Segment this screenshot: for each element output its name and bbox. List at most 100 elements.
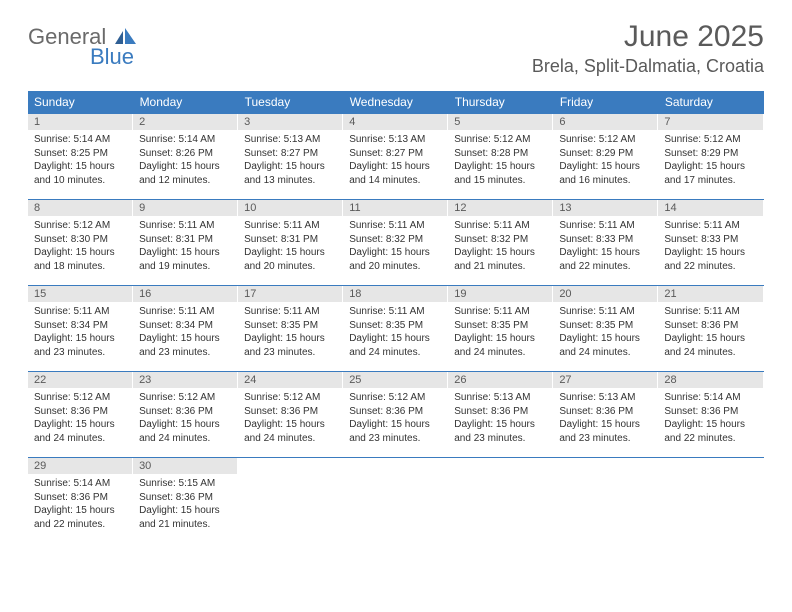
daylight-text-1: Daylight: 15 hours xyxy=(454,332,547,346)
day-details: Sunrise: 5:12 AMSunset: 8:29 PMDaylight:… xyxy=(658,130,763,189)
daylight-text-1: Daylight: 15 hours xyxy=(349,418,442,432)
daylight-text-2: and 23 minutes. xyxy=(34,346,127,360)
day-number: 27 xyxy=(553,372,658,388)
calendar-cell xyxy=(658,458,763,544)
sunset-text: Sunset: 8:35 PM xyxy=(454,319,547,333)
sunrise-text: Sunrise: 5:12 AM xyxy=(34,391,127,405)
day-details: Sunrise: 5:12 AMSunset: 8:36 PMDaylight:… xyxy=(238,388,343,447)
sunset-text: Sunset: 8:31 PM xyxy=(244,233,337,247)
sunrise-text: Sunrise: 5:11 AM xyxy=(34,305,127,319)
daylight-text-2: and 18 minutes. xyxy=(34,260,127,274)
sunrise-text: Sunrise: 5:11 AM xyxy=(139,305,232,319)
daylight-text-2: and 24 minutes. xyxy=(34,432,127,446)
calendar-cell xyxy=(343,458,448,544)
sunrise-text: Sunrise: 5:11 AM xyxy=(349,305,442,319)
day-details: Sunrise: 5:15 AMSunset: 8:36 PMDaylight:… xyxy=(133,474,238,533)
sunset-text: Sunset: 8:27 PM xyxy=(244,147,337,161)
sunset-text: Sunset: 8:35 PM xyxy=(559,319,652,333)
calendar-cell: 13Sunrise: 5:11 AMSunset: 8:33 PMDayligh… xyxy=(553,200,658,286)
sunset-text: Sunset: 8:36 PM xyxy=(34,405,127,419)
day-number: 12 xyxy=(448,200,553,216)
daylight-text-1: Daylight: 15 hours xyxy=(559,332,652,346)
daylight-text-2: and 12 minutes. xyxy=(139,174,232,188)
sunset-text: Sunset: 8:33 PM xyxy=(559,233,652,247)
calendar-cell: 2Sunrise: 5:14 AMSunset: 8:26 PMDaylight… xyxy=(133,114,238,200)
sunset-text: Sunset: 8:29 PM xyxy=(559,147,652,161)
daylight-text-2: and 20 minutes. xyxy=(349,260,442,274)
sunrise-text: Sunrise: 5:12 AM xyxy=(139,391,232,405)
daylight-text-1: Daylight: 15 hours xyxy=(139,332,232,346)
day-details: Sunrise: 5:13 AMSunset: 8:27 PMDaylight:… xyxy=(238,130,343,189)
daylight-text-2: and 24 minutes. xyxy=(559,346,652,360)
sunset-text: Sunset: 8:33 PM xyxy=(664,233,757,247)
day-details xyxy=(448,462,553,467)
sunrise-text: Sunrise: 5:11 AM xyxy=(454,305,547,319)
sunrise-text: Sunrise: 5:12 AM xyxy=(34,219,127,233)
sunset-text: Sunset: 8:35 PM xyxy=(349,319,442,333)
calendar-cell: 26Sunrise: 5:13 AMSunset: 8:36 PMDayligh… xyxy=(448,372,553,458)
calendar-cell: 28Sunrise: 5:14 AMSunset: 8:36 PMDayligh… xyxy=(658,372,763,458)
calendar-cell: 4Sunrise: 5:13 AMSunset: 8:27 PMDaylight… xyxy=(343,114,448,200)
daylight-text-1: Daylight: 15 hours xyxy=(139,504,232,518)
day-details: Sunrise: 5:11 AMSunset: 8:34 PMDaylight:… xyxy=(28,302,133,361)
logo-text-blue: Blue xyxy=(90,44,134,69)
day-details: Sunrise: 5:11 AMSunset: 8:35 PMDaylight:… xyxy=(553,302,658,361)
day-details: Sunrise: 5:12 AMSunset: 8:36 PMDaylight:… xyxy=(343,388,448,447)
calendar-cell: 27Sunrise: 5:13 AMSunset: 8:36 PMDayligh… xyxy=(553,372,658,458)
day-number: 17 xyxy=(238,286,343,302)
day-details: Sunrise: 5:12 AMSunset: 8:36 PMDaylight:… xyxy=(28,388,133,447)
sunrise-text: Sunrise: 5:11 AM xyxy=(139,219,232,233)
sunrise-text: Sunrise: 5:15 AM xyxy=(139,477,232,491)
daylight-text-1: Daylight: 15 hours xyxy=(244,160,337,174)
day-details: Sunrise: 5:11 AMSunset: 8:33 PMDaylight:… xyxy=(553,216,658,275)
sunset-text: Sunset: 8:25 PM xyxy=(34,147,127,161)
sunrise-text: Sunrise: 5:14 AM xyxy=(664,391,757,405)
calendar-cell: 11Sunrise: 5:11 AMSunset: 8:32 PMDayligh… xyxy=(343,200,448,286)
daylight-text-1: Daylight: 15 hours xyxy=(34,332,127,346)
daylight-text-1: Daylight: 15 hours xyxy=(139,160,232,174)
daylight-text-2: and 22 minutes. xyxy=(664,260,757,274)
weekday-header: Wednesday xyxy=(343,91,448,114)
sunrise-text: Sunrise: 5:12 AM xyxy=(244,391,337,405)
daylight-text-2: and 15 minutes. xyxy=(454,174,547,188)
daylight-text-2: and 19 minutes. xyxy=(139,260,232,274)
day-details xyxy=(343,462,448,467)
calendar-week-row: 29Sunrise: 5:14 AMSunset: 8:36 PMDayligh… xyxy=(28,458,764,544)
daylight-text-1: Daylight: 15 hours xyxy=(244,246,337,260)
calendar-cell: 29Sunrise: 5:14 AMSunset: 8:36 PMDayligh… xyxy=(28,458,133,544)
daylight-text-2: and 20 minutes. xyxy=(244,260,337,274)
daylight-text-1: Daylight: 15 hours xyxy=(34,160,127,174)
day-details: Sunrise: 5:13 AMSunset: 8:36 PMDaylight:… xyxy=(448,388,553,447)
weekday-header: Tuesday xyxy=(238,91,343,114)
day-details: Sunrise: 5:13 AMSunset: 8:36 PMDaylight:… xyxy=(553,388,658,447)
day-details: Sunrise: 5:14 AMSunset: 8:26 PMDaylight:… xyxy=(133,130,238,189)
calendar-cell: 24Sunrise: 5:12 AMSunset: 8:36 PMDayligh… xyxy=(238,372,343,458)
sunrise-text: Sunrise: 5:14 AM xyxy=(34,133,127,147)
day-details: Sunrise: 5:11 AMSunset: 8:32 PMDaylight:… xyxy=(448,216,553,275)
day-details xyxy=(553,462,658,467)
day-number: 19 xyxy=(448,286,553,302)
daylight-text-2: and 14 minutes. xyxy=(349,174,442,188)
daylight-text-1: Daylight: 15 hours xyxy=(664,160,757,174)
weekday-header: Sunday xyxy=(28,91,133,114)
sunrise-text: Sunrise: 5:11 AM xyxy=(559,219,652,233)
day-details: Sunrise: 5:11 AMSunset: 8:35 PMDaylight:… xyxy=(448,302,553,361)
day-details xyxy=(238,462,343,467)
calendar-week-row: 8Sunrise: 5:12 AMSunset: 8:30 PMDaylight… xyxy=(28,200,764,286)
calendar-cell: 21Sunrise: 5:11 AMSunset: 8:36 PMDayligh… xyxy=(658,286,763,372)
calendar-cell: 17Sunrise: 5:11 AMSunset: 8:35 PMDayligh… xyxy=(238,286,343,372)
day-number: 1 xyxy=(28,114,133,130)
calendar-cell: 23Sunrise: 5:12 AMSunset: 8:36 PMDayligh… xyxy=(133,372,238,458)
day-details: Sunrise: 5:11 AMSunset: 8:35 PMDaylight:… xyxy=(238,302,343,361)
day-number: 4 xyxy=(343,114,448,130)
day-number: 7 xyxy=(658,114,763,130)
calendar-cell: 7Sunrise: 5:12 AMSunset: 8:29 PMDaylight… xyxy=(658,114,763,200)
sunset-text: Sunset: 8:31 PM xyxy=(139,233,232,247)
daylight-text-2: and 23 minutes. xyxy=(454,432,547,446)
daylight-text-1: Daylight: 15 hours xyxy=(664,332,757,346)
calendar-cell: 12Sunrise: 5:11 AMSunset: 8:32 PMDayligh… xyxy=(448,200,553,286)
daylight-text-1: Daylight: 15 hours xyxy=(664,418,757,432)
day-details: Sunrise: 5:11 AMSunset: 8:31 PMDaylight:… xyxy=(238,216,343,275)
day-number: 26 xyxy=(448,372,553,388)
day-details: Sunrise: 5:12 AMSunset: 8:29 PMDaylight:… xyxy=(553,130,658,189)
